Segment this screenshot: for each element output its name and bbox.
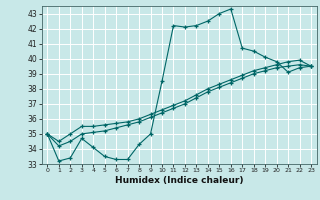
- X-axis label: Humidex (Indice chaleur): Humidex (Indice chaleur): [115, 176, 244, 185]
